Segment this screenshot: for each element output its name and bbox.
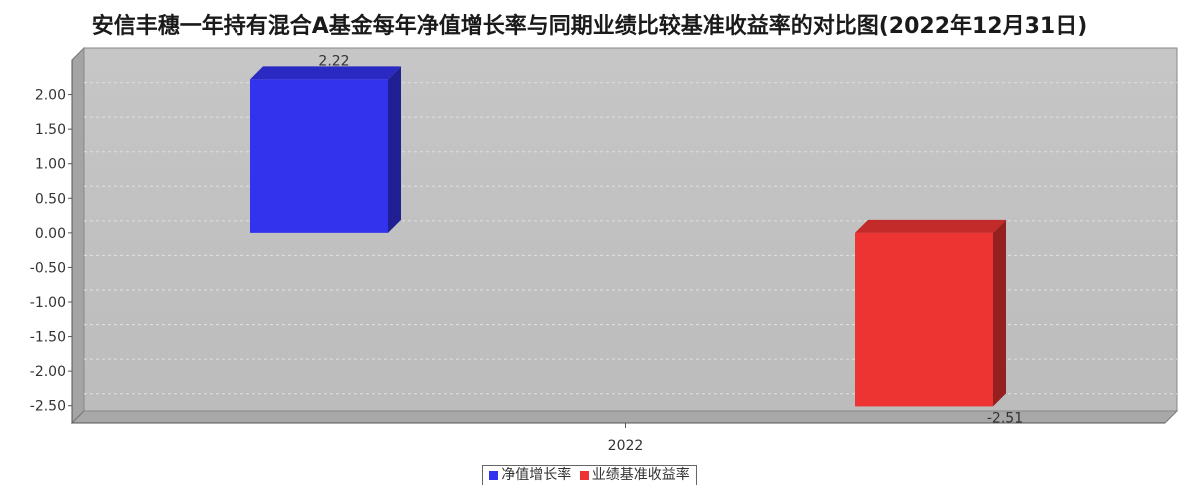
legend-item-benchmark: 业绩基准收益率 (579, 467, 690, 483)
legend-label-nav-growth: 净值增长率 (501, 467, 572, 483)
legend-label-benchmark: 业绩基准收益率 (591, 467, 690, 483)
chart-title: 安信丰穗一年持有混合A基金每年净值增长率与同期业绩比较基准收益率的对比图(202… (91, 14, 1088, 39)
bar-top-0 (250, 66, 401, 80)
y-tick-label: 1.00 (35, 157, 66, 173)
legend-item-nav-growth: 净值增长率 (489, 467, 571, 483)
x-axis-ticks: 2022 (608, 423, 644, 454)
legend-swatch-benchmark (579, 470, 589, 480)
y-axis-ticks: 2.00 1.50 1.00 0.50 0.00 -0.50 -1.00 -1.50 -2.00… (30, 60, 1165, 424)
bar-0 (250, 79, 388, 233)
plot-left-wall (71, 46, 85, 425)
y-tick-label: 2.00 (35, 88, 66, 104)
data-labels: 2.22 -2.51 (318, 53, 1023, 426)
plot-area (70, 46, 1179, 425)
bar-1 (855, 232, 993, 407)
bar-top-1 (855, 219, 1006, 233)
y-tick-label: -1.50 (30, 330, 66, 346)
bar-side-1 (993, 219, 1006, 407)
data-label-1: -2.51 (987, 410, 1023, 426)
legend-swatch-nav-growth (489, 470, 499, 480)
y-tick-label: 1.50 (35, 122, 66, 138)
y-tick-label: -1.00 (30, 295, 66, 311)
legend-box: 净值增长率 业绩基准收益率 (482, 465, 697, 485)
y-tick-label: -2.00 (30, 364, 66, 380)
y-tick-label: 0.00 (35, 226, 66, 242)
plot-background (83, 47, 1178, 412)
y-tick-label: -2.50 (30, 399, 66, 415)
legend: 净值增长率 业绩基准收益率 (0, 465, 1179, 489)
bars (250, 66, 1006, 407)
x-tick-label: 2022 (608, 438, 644, 454)
y-tick-label: -0.50 (30, 260, 66, 276)
data-label-0: 2.22 (318, 53, 349, 69)
y-tick-label: 0.50 (35, 191, 66, 207)
bar-side-0 (388, 66, 401, 233)
